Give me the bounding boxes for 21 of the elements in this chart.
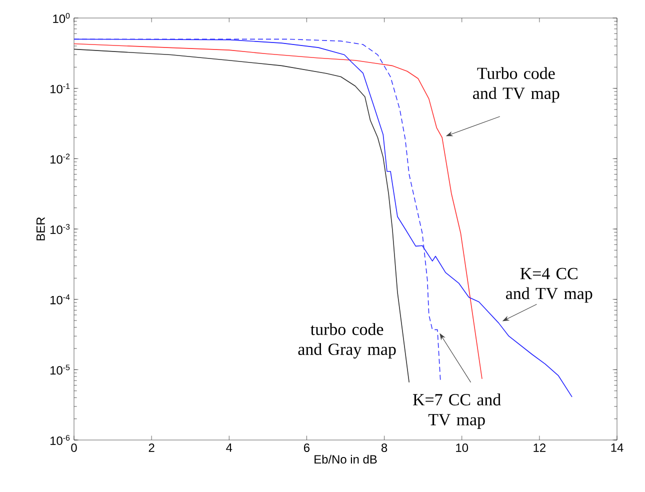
y-tick-label: 10$^{-2}$ [50,154,70,164]
x-tick-label: 4 [226,444,232,452]
y-tick-label: 10$^{-6}$ [50,434,70,446]
annotation: Turbo code and TV map [473,67,560,102]
x-tick-label: 6 [304,444,310,452]
x-tick-label: 14 [611,444,624,452]
y-tick-label: 10$^{-4}$ [50,294,70,304]
annotation: turbo code and Gray map [298,323,396,358]
y-tick-label: 10$^{-3}$ [50,224,70,234]
annotation: K=4 CC and TV map [506,268,592,303]
x-tick-label: 8 [381,444,388,452]
x-tick-label: 2 [148,444,154,452]
y-tick-label: 10$^{0}$ [53,12,70,23]
y-tick-label: 10$^{-1}$ [50,83,70,94]
y-tick-label: 10$^{-5}$ [50,364,70,375]
x-tick-label: 0 [71,444,77,452]
x-tick-label: 12 [534,444,546,452]
y-axis-title: BER [36,217,45,240]
x-axis-title: Eb/No in dB [314,454,377,464]
annotation: K=7 CC and TV map [413,394,501,429]
x-tick-label: 10 [456,444,468,452]
